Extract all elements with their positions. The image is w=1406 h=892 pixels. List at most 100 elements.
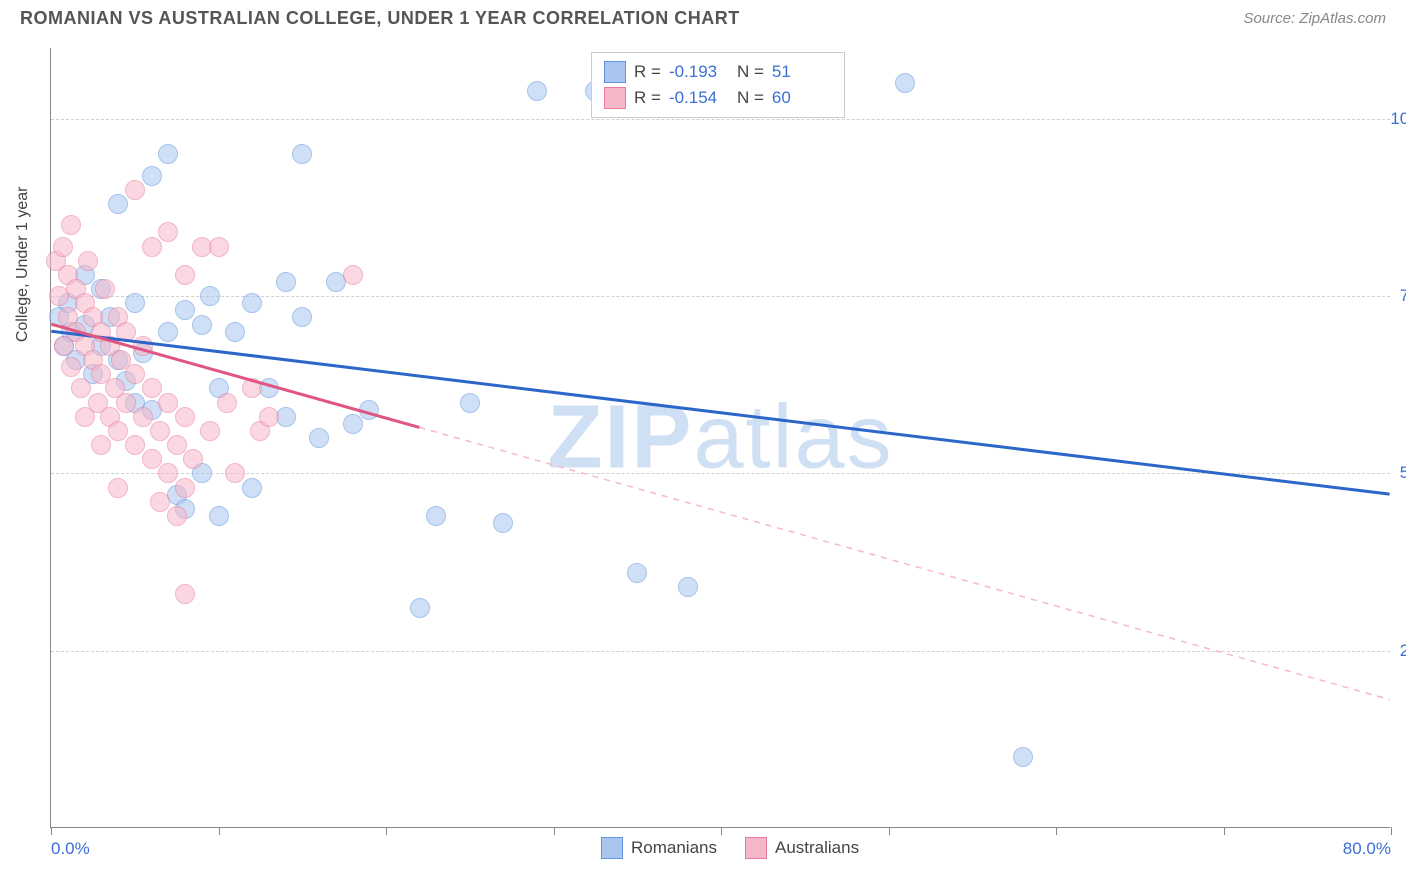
regression-lines bbox=[51, 48, 1390, 827]
scatter-point bbox=[527, 81, 547, 101]
scatter-point bbox=[225, 322, 245, 342]
scatter-point bbox=[95, 279, 115, 299]
scatter-point bbox=[78, 251, 98, 271]
scatter-point bbox=[108, 194, 128, 214]
n-value-romanians: 51 bbox=[772, 62, 832, 82]
ytick-label: 75.0% bbox=[1400, 286, 1406, 306]
xtick bbox=[1056, 827, 1057, 835]
scatter-point bbox=[426, 506, 446, 526]
scatter-point bbox=[108, 478, 128, 498]
scatter-point bbox=[175, 478, 195, 498]
r-label: R = bbox=[634, 88, 661, 108]
chart-title: ROMANIAN VS AUSTRALIAN COLLEGE, UNDER 1 … bbox=[20, 8, 740, 29]
scatter-point bbox=[53, 237, 73, 257]
scatter-point bbox=[460, 393, 480, 413]
scatter-point bbox=[217, 393, 237, 413]
ytick-label: 100.0% bbox=[1390, 109, 1406, 129]
scatter-point bbox=[895, 73, 915, 93]
scatter-point bbox=[359, 400, 379, 420]
xtick-label: 80.0% bbox=[1343, 839, 1391, 859]
legend-label-australians: Australians bbox=[775, 838, 859, 858]
legend-item-romanians: Romanians bbox=[601, 837, 717, 859]
scatter-point bbox=[292, 307, 312, 327]
scatter-point bbox=[158, 463, 178, 483]
scatter-point bbox=[125, 293, 145, 313]
scatter-point bbox=[125, 364, 145, 384]
scatter-point bbox=[116, 322, 136, 342]
scatter-point bbox=[242, 293, 262, 313]
scatter-point bbox=[410, 598, 430, 618]
scatter-point bbox=[133, 336, 153, 356]
scatter-point bbox=[200, 286, 220, 306]
scatter-point bbox=[158, 322, 178, 342]
watermark-light: atlas bbox=[693, 387, 893, 487]
scatter-point bbox=[125, 435, 145, 455]
xtick bbox=[219, 827, 220, 835]
scatter-point bbox=[343, 265, 363, 285]
n-label: N = bbox=[737, 88, 764, 108]
scatter-point bbox=[175, 300, 195, 320]
xtick bbox=[889, 827, 890, 835]
scatter-point bbox=[183, 449, 203, 469]
legend-swatch-romanians bbox=[604, 61, 626, 83]
legend-swatch-icon bbox=[601, 837, 623, 859]
chart-header: ROMANIAN VS AUSTRALIAN COLLEGE, UNDER 1 … bbox=[0, 0, 1406, 33]
scatter-point bbox=[150, 492, 170, 512]
xtick bbox=[1391, 827, 1392, 835]
legend-item-australians: Australians bbox=[745, 837, 859, 859]
scatter-point bbox=[142, 449, 162, 469]
scatter-point bbox=[142, 378, 162, 398]
scatter-point bbox=[158, 144, 178, 164]
gridline bbox=[51, 473, 1390, 474]
legend-row-australians: R = -0.154 N = 60 bbox=[604, 85, 832, 111]
legend-label-romanians: Romanians bbox=[631, 838, 717, 858]
gridline bbox=[51, 651, 1390, 652]
scatter-point bbox=[61, 357, 81, 377]
scatter-point bbox=[125, 180, 145, 200]
correlation-legend: R = -0.193 N = 51 R = -0.154 N = 60 bbox=[591, 52, 845, 118]
scatter-point bbox=[242, 378, 262, 398]
scatter-point bbox=[192, 315, 212, 335]
scatter-point bbox=[292, 144, 312, 164]
scatter-point bbox=[167, 506, 187, 526]
scatter-point bbox=[276, 272, 296, 292]
legend-swatch-icon bbox=[745, 837, 767, 859]
scatter-point bbox=[175, 265, 195, 285]
r-label: R = bbox=[634, 62, 661, 82]
scatter-point bbox=[627, 563, 647, 583]
scatter-point bbox=[133, 407, 153, 427]
gridline bbox=[51, 119, 1390, 120]
n-value-australians: 60 bbox=[772, 88, 832, 108]
scatter-point bbox=[142, 237, 162, 257]
r-value-romanians: -0.193 bbox=[669, 62, 729, 82]
legend-swatch-australians bbox=[604, 87, 626, 109]
scatter-point bbox=[61, 215, 81, 235]
scatter-point bbox=[493, 513, 513, 533]
scatter-point bbox=[158, 393, 178, 413]
scatter-point bbox=[209, 506, 229, 526]
scatter-point bbox=[91, 435, 111, 455]
n-label: N = bbox=[737, 62, 764, 82]
scatter-point bbox=[108, 421, 128, 441]
xtick bbox=[386, 827, 387, 835]
xtick bbox=[554, 827, 555, 835]
scatter-point bbox=[259, 407, 279, 427]
scatter-point bbox=[175, 584, 195, 604]
series-legend: Romanians Australians bbox=[601, 837, 859, 859]
chart-source: Source: ZipAtlas.com bbox=[1243, 10, 1386, 27]
scatter-point bbox=[150, 421, 170, 441]
scatter-point bbox=[200, 421, 220, 441]
chart-plot-area: ZIPatlas R = -0.193 N = 51 R = -0.154 N … bbox=[50, 48, 1390, 828]
xtick-label: 0.0% bbox=[51, 839, 90, 859]
scatter-point bbox=[225, 463, 245, 483]
scatter-point bbox=[1013, 747, 1033, 767]
scatter-point bbox=[116, 393, 136, 413]
ytick-label: 50.0% bbox=[1400, 463, 1406, 483]
scatter-point bbox=[678, 577, 698, 597]
scatter-point bbox=[71, 378, 91, 398]
scatter-point bbox=[309, 428, 329, 448]
scatter-point bbox=[167, 435, 187, 455]
xtick bbox=[721, 827, 722, 835]
ytick-label: 25.0% bbox=[1400, 641, 1406, 661]
scatter-point bbox=[343, 414, 363, 434]
